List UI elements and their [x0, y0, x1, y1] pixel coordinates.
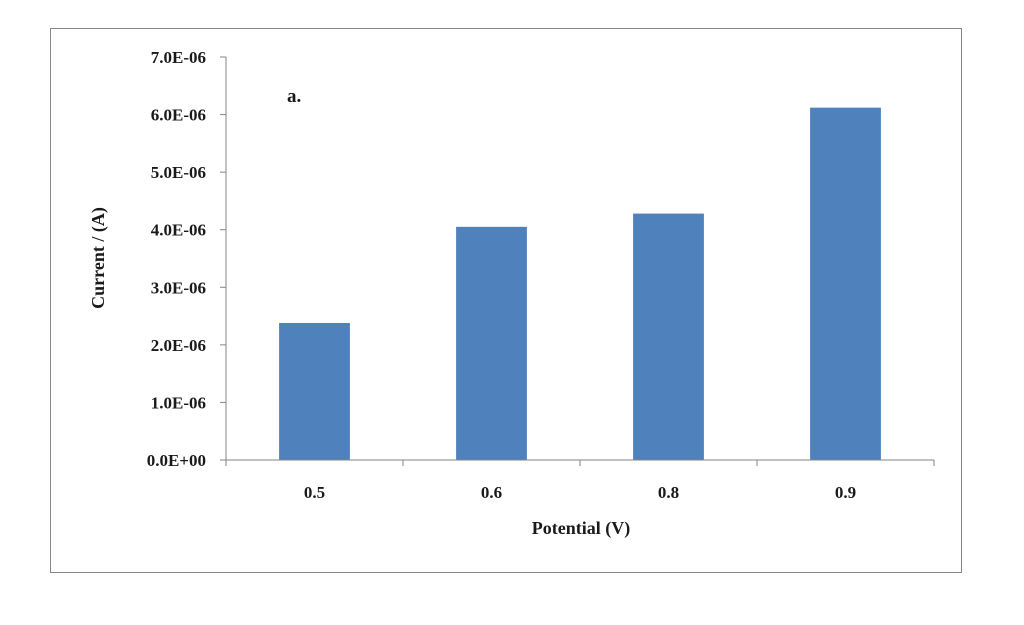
y-tick-label: 4.0E-06	[151, 221, 206, 240]
axes-layer	[220, 56, 935, 466]
y-tick-label: 6.0E-06	[151, 106, 206, 125]
y-tick-label: 0.0E+00	[147, 451, 206, 470]
labels-layer: 0.5 0.6 0.8 0.9 0.0E+00 1.0E-06 2.0E-06 3.0E-06…	[147, 48, 856, 502]
bars-layer	[279, 107, 881, 461]
x-tick-label: 0.5	[304, 483, 325, 502]
x-tick-label: 0.6	[481, 483, 502, 502]
y-tick-label: 5.0E-06	[151, 163, 206, 182]
x-tick-label: 0.9	[835, 483, 856, 502]
bar-0.6	[456, 226, 527, 460]
y-tick-label: 7.0E-06	[151, 48, 206, 67]
x-axis-title: Potential (V)	[532, 518, 630, 539]
bar-0.9	[810, 107, 881, 461]
bar-0.8	[633, 213, 704, 460]
y-tick-label: 2.0E-06	[151, 336, 206, 355]
y-axis-title: Current / (A)	[88, 207, 109, 309]
y-tick-label: 3.0E-06	[151, 278, 206, 297]
panel-annotation: a.	[287, 86, 301, 107]
bar-0.5	[279, 322, 350, 460]
y-tick-label: 1.0E-06	[151, 393, 206, 412]
x-tick-label: 0.8	[658, 483, 679, 502]
